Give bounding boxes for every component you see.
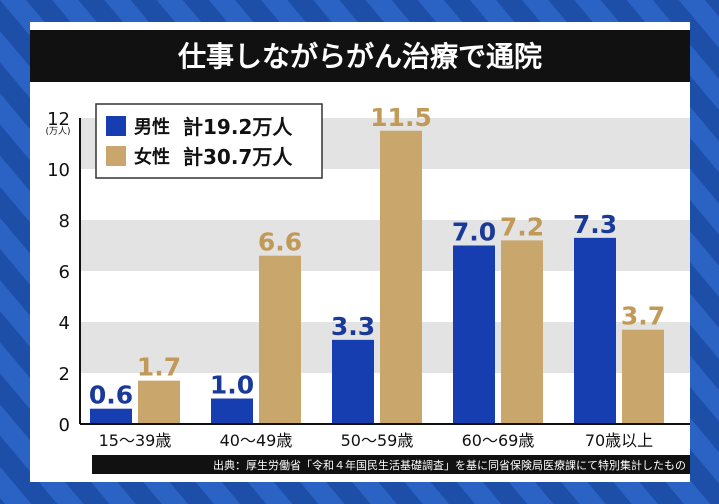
- legend-label-male: 男性: [134, 116, 170, 138]
- bar-female: [622, 329, 664, 424]
- chart-title: 仕事しながらがん治療で通院: [177, 40, 542, 73]
- x-tick-label: 60〜69歳: [462, 431, 535, 450]
- source-note: 出典：厚生労働省「令和４年国民生活基礎調査」を基に同省保険局医療課にて特別集計し…: [213, 458, 686, 472]
- y-tick-label: 10: [47, 160, 70, 181]
- y-tick-label: 2: [59, 364, 70, 385]
- bar-male: [211, 398, 253, 424]
- data-label-male: 0.6: [89, 381, 133, 410]
- source-bar: [92, 455, 690, 474]
- bar-male: [574, 237, 616, 424]
- title-bar: [30, 30, 690, 82]
- bar-male: [90, 408, 132, 424]
- bar-male: [332, 339, 374, 424]
- legend-total-male: 計19.2万人: [183, 115, 293, 139]
- bar-female: [501, 240, 543, 424]
- data-label-female: 6.6: [258, 228, 302, 257]
- legend: 男性 計19.2万人 女性 計30.7万人: [95, 103, 323, 179]
- data-label-female: 3.7: [621, 302, 665, 331]
- x-tick-label: 50〜59歳: [341, 431, 414, 450]
- data-label-male: 7.0: [452, 218, 496, 247]
- y-tick-label: 0: [59, 415, 70, 436]
- data-label-female: 1.7: [137, 353, 181, 382]
- legend-swatch-male: [106, 116, 126, 136]
- y-axis-unit: (万人): [45, 126, 70, 137]
- data-label-female: 7.2: [500, 212, 544, 241]
- legend-total-female: 計30.7万人: [183, 145, 293, 169]
- legend-label-female: 女性: [134, 146, 170, 168]
- y-tick-label: 8: [59, 211, 70, 232]
- legend-box: [95, 103, 323, 179]
- y-tick-label: 12: [47, 109, 70, 130]
- y-tick-label: 4: [59, 313, 70, 334]
- bar-female: [259, 255, 301, 424]
- data-label-male: 7.3: [573, 210, 617, 239]
- plot-area: 0 2 4 6 8 10 12 0.61.7 15〜39歳 1.0 6.6 40〜49歳 3.3 11.5…: [47, 103, 690, 450]
- data-label-female: 11.5: [370, 103, 432, 132]
- x-tick-label: 40〜49歳: [220, 431, 293, 450]
- legend-swatch-female: [106, 146, 126, 166]
- x-tick-label: 15〜39歳: [99, 431, 172, 450]
- x-tick-label: 70歳以上: [585, 431, 653, 450]
- y-tick-label: 6: [59, 262, 70, 283]
- data-label-male: 1.0: [210, 371, 254, 400]
- bar-female: [138, 380, 180, 424]
- bar-male: [453, 245, 495, 424]
- data-label-male: 3.3: [331, 312, 375, 341]
- bar-female: [380, 130, 422, 424]
